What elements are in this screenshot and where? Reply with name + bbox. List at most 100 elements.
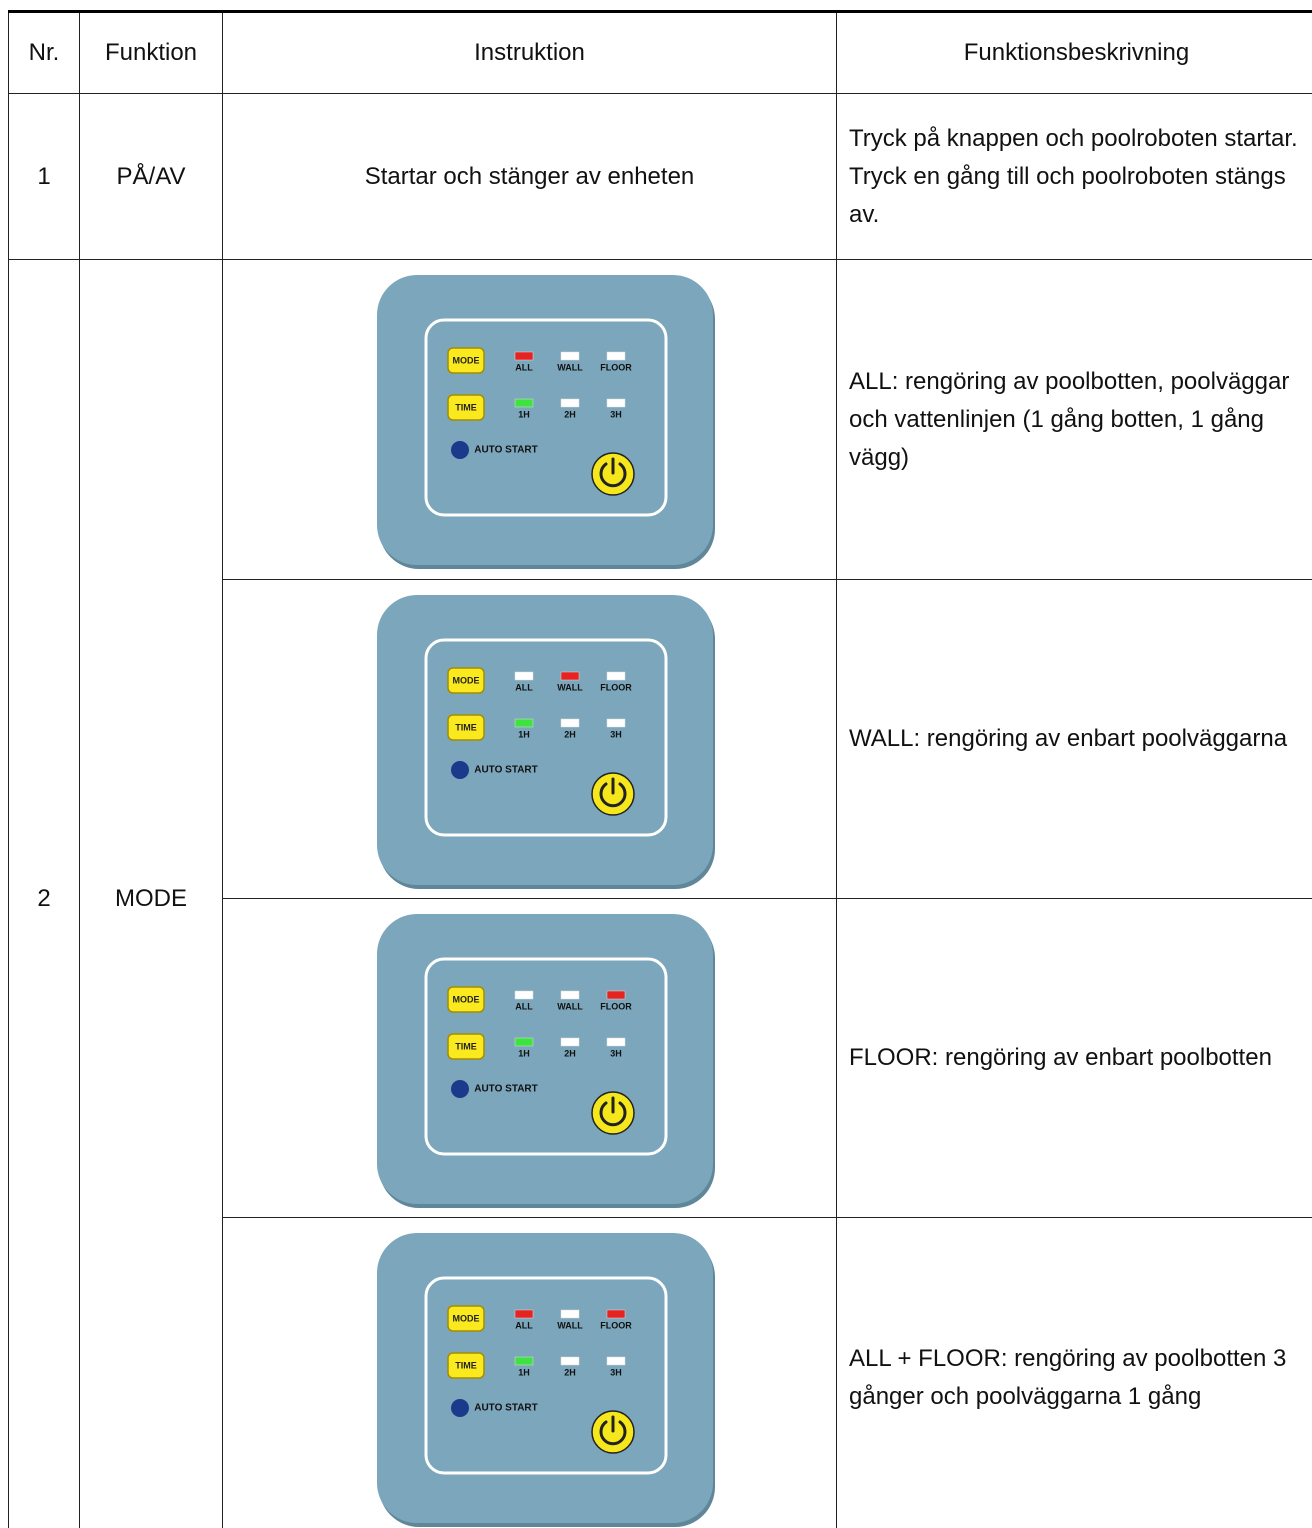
- description-cell: FLOOR: rengöring av enbart poolbotten: [836, 898, 1312, 1218]
- button-label: TIME: [455, 402, 477, 412]
- button-label: TIME: [455, 1360, 477, 1370]
- led: [514, 1309, 534, 1319]
- led: [514, 351, 534, 361]
- control-panel: MODE ALL WALL FLOOR TIME 1H 2H 3H AUTO START: [377, 1233, 715, 1527]
- led-label: ALL: [515, 1001, 533, 1011]
- panel-button: [447, 394, 485, 421]
- led-label: 3H: [610, 1367, 622, 1377]
- led: [514, 398, 534, 408]
- panel-button: [447, 1033, 485, 1060]
- button-label: MODE: [453, 675, 480, 685]
- panel-button: [447, 714, 485, 741]
- button-label: MODE: [453, 355, 480, 365]
- nr-cell: 2: [8, 259, 80, 1528]
- nr-cell: 1: [8, 93, 80, 260]
- led-label: 1H: [518, 729, 530, 739]
- instruction-cell: Startar och stänger av enheten: [222, 93, 837, 260]
- header-row: Nr. Funktion Instruktion Funktionsbeskri…: [8, 10, 1312, 94]
- led-label: 2H: [564, 1367, 576, 1377]
- led-label: 1H: [518, 1048, 530, 1058]
- button-label: MODE: [453, 994, 480, 1004]
- panel-frame: [424, 957, 668, 1156]
- led: [606, 1037, 626, 1047]
- led: [606, 351, 626, 361]
- header-cell: Instruktion: [222, 10, 837, 94]
- panel-frame: [424, 1276, 668, 1475]
- auto-start-label: AUTO START: [474, 445, 538, 456]
- led-label: 1H: [518, 1367, 530, 1377]
- led-label: 3H: [610, 409, 622, 419]
- instruction-cell: MODE ALL WALL FLOOR TIME 1H 2H 3H AUTO START: [222, 259, 837, 580]
- led: [560, 1037, 580, 1047]
- header-cell: Funktion: [79, 10, 223, 94]
- button-label: TIME: [455, 1041, 477, 1051]
- power-icon: [599, 1101, 627, 1127]
- auto-start-led: [451, 1399, 469, 1417]
- auto-start-led: [451, 441, 469, 459]
- power-icon: [599, 462, 627, 488]
- header-cell: Nr.: [8, 10, 80, 94]
- auto-start-label: AUTO START: [474, 1084, 538, 1095]
- led-label: 3H: [610, 1048, 622, 1058]
- led: [514, 718, 534, 728]
- panel-button: [447, 667, 485, 694]
- led: [606, 1356, 626, 1366]
- panel-button: [447, 1352, 485, 1379]
- control-panel: MODE ALL WALL FLOOR TIME 1H 2H 3H AUTO START: [377, 914, 715, 1208]
- description-cell: ALL: rengöring av poolbotten, poolväggar…: [836, 259, 1312, 580]
- led: [560, 1356, 580, 1366]
- led: [606, 718, 626, 728]
- led-label: FLOOR: [600, 682, 632, 692]
- led: [514, 990, 534, 1000]
- instruction-cell: MODE ALL WALL FLOOR TIME 1H 2H 3H AUTO START: [222, 1217, 837, 1528]
- control-panel: MODE ALL WALL FLOOR TIME 1H 2H 3H AUTO START: [377, 595, 715, 889]
- panel-frame: [424, 638, 668, 837]
- led-label: 3H: [610, 729, 622, 739]
- power-icon: [599, 782, 627, 808]
- led: [606, 1309, 626, 1319]
- led-label: 2H: [564, 729, 576, 739]
- row: 2 MODE MODE ALL WALL FLOOR TIME 1H 2H 3H AUTO STAR…: [8, 259, 1312, 1528]
- function-cell: MODE: [79, 259, 223, 1528]
- control-panel: MODE ALL WALL FLOOR TIME 1H 2H 3H AUTO START: [377, 275, 715, 569]
- description-cell: ALL + FLOOR: rengöring av poolbotten 3 g…: [836, 1217, 1312, 1528]
- led: [606, 398, 626, 408]
- header-cell: Funktionsbeskrivning: [836, 10, 1312, 94]
- led-label: WALL: [557, 682, 583, 692]
- led-label: 1H: [518, 409, 530, 419]
- led-label: WALL: [557, 1001, 583, 1011]
- led: [514, 1356, 534, 1366]
- led-label: ALL: [515, 362, 533, 372]
- led: [560, 1309, 580, 1319]
- description-line: Tryck på knappen och poolroboten startar…: [849, 124, 1298, 152]
- led: [606, 671, 626, 681]
- led-label: WALL: [557, 1320, 583, 1330]
- instruction-cell: MODE ALL WALL FLOOR TIME 1H 2H 3H AUTO START: [222, 579, 837, 899]
- panel-button: [447, 347, 485, 374]
- led: [560, 351, 580, 361]
- led: [560, 398, 580, 408]
- auto-start-label: AUTO START: [474, 1403, 538, 1414]
- led: [606, 990, 626, 1000]
- led: [560, 671, 580, 681]
- panel-frame: [424, 318, 668, 517]
- led: [560, 718, 580, 728]
- led-label: FLOOR: [600, 1001, 632, 1011]
- row: MODE ALL WALL FLOOR TIME 1H 2H 3H AUTO START ALL …: [9, 1217, 1312, 1528]
- led: [560, 990, 580, 1000]
- panel-button: [447, 986, 485, 1013]
- row: MODE ALL WALL FLOOR TIME 1H 2H 3H AUTO START FLOO…: [9, 898, 1312, 1218]
- led: [514, 1037, 534, 1047]
- description-cell: WALL: rengöring av enbart poolväggarna: [836, 579, 1312, 899]
- led-label: 2H: [564, 409, 576, 419]
- led-label: ALL: [515, 682, 533, 692]
- led-label: ALL: [515, 1320, 533, 1330]
- auto-start-led: [451, 1080, 469, 1098]
- instruction-cell: MODE ALL WALL FLOOR TIME 1H 2H 3H AUTO START: [222, 898, 837, 1218]
- led-label: WALL: [557, 362, 583, 372]
- function-table: Nr. Funktion Instruktion Funktionsbeskri…: [8, 10, 1312, 1528]
- function-cell: PÅ/AV: [79, 93, 223, 260]
- button-label: MODE: [453, 1313, 480, 1323]
- led-label: FLOOR: [600, 362, 632, 372]
